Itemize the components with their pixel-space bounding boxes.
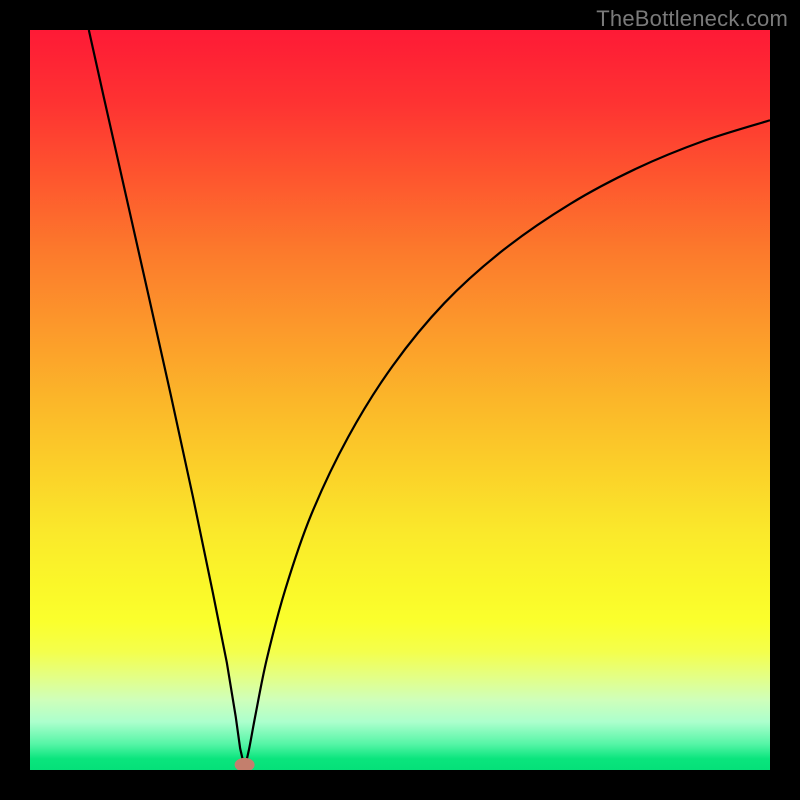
plot-area xyxy=(30,30,770,770)
watermark-text: TheBottleneck.com xyxy=(596,6,788,32)
bottleneck-chart: TheBottleneck.com xyxy=(0,0,800,800)
gradient-background xyxy=(30,30,770,770)
